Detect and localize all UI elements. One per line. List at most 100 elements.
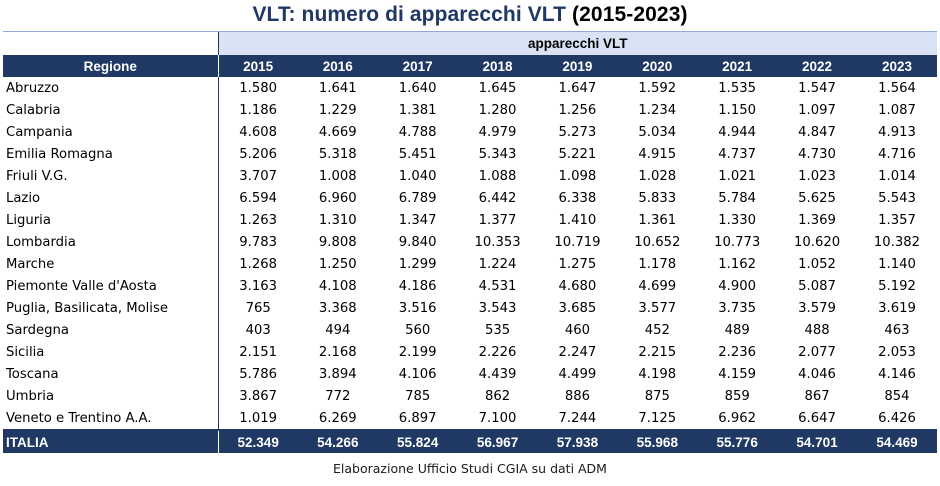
value-cell: 1.234 <box>638 102 677 118</box>
table-row: Calabria 1.186 1.229 1.381 1.280 1.256 1.234 1.… <box>3 99 937 121</box>
total-value-cell: 54.701 <box>777 430 857 453</box>
table-row: Lazio 6.594 6.960 6.789 6.442 6.338 5.833 5.784… <box>3 187 937 209</box>
value-cell: 4.669 <box>318 124 357 140</box>
value-cell: 1.369 <box>798 212 836 228</box>
value-cell: 2.151 <box>239 344 278 360</box>
value-cell: 10.652 <box>634 234 681 250</box>
value-cell: 5.543 <box>878 190 916 206</box>
table-row: Sicilia 2.151 2.168 2.199 2.226 2.247 2.215 2.2… <box>3 341 937 363</box>
value-cell: 1.150 <box>718 102 757 118</box>
value-cell: 4.699 <box>638 278 677 294</box>
value-cell: 1.021 <box>718 168 757 184</box>
value-cell: 488 <box>804 322 830 338</box>
value-cell: 5.786 <box>239 366 278 382</box>
total-value-cell: 56.967 <box>457 430 538 453</box>
value-cell: 859 <box>724 388 750 404</box>
value-cell: 1.186 <box>239 102 278 118</box>
value-cell: 5.784 <box>718 190 757 206</box>
value-cell: 1.347 <box>398 212 437 228</box>
value-cell: 1.229 <box>318 102 357 118</box>
value-cell: 9.808 <box>318 234 357 250</box>
value-cell: 4.680 <box>558 278 597 294</box>
value-cell: 4.847 <box>798 124 836 140</box>
value-cell: 1.410 <box>558 212 597 228</box>
title-years: (2015-2023) <box>572 3 688 26</box>
value-cell: 4.146 <box>878 366 916 382</box>
value-cell: 6.962 <box>718 410 757 426</box>
value-cell: 10.382 <box>873 234 921 250</box>
value-cell: 9.840 <box>398 234 437 250</box>
value-cell: 1.268 <box>239 256 278 272</box>
table-row: Friuli V.G. 3.707 1.008 1.040 1.088 1.098 1.02… <box>3 165 937 187</box>
value-cell: 3.867 <box>239 388 278 404</box>
value-cell: 6.647 <box>798 410 836 426</box>
value-cell: 1.641 <box>318 80 357 96</box>
value-cell: 1.381 <box>398 102 437 118</box>
region-cell: Emilia Romagna <box>3 143 219 165</box>
value-cell: 3.619 <box>878 300 916 316</box>
table-row: Veneto e Trentino A.A. 1.019 6.269 6.897 7.1… <box>3 407 937 430</box>
value-cell: 1.535 <box>718 80 757 96</box>
total-value-cell: 55.968 <box>617 430 698 453</box>
value-cell: 1.330 <box>718 212 757 228</box>
year-header: 2023 <box>857 55 937 77</box>
table-row: Puglia, Basilicata, Molise 765 3.368 3.516 3… <box>3 297 937 319</box>
value-cell: 4.730 <box>798 146 836 162</box>
region-cell: Marche <box>3 253 219 275</box>
value-cell: 1.280 <box>478 102 517 118</box>
value-cell: 862 <box>484 388 511 404</box>
year-header: 2018 <box>457 55 538 77</box>
value-cell: 4.716 <box>878 146 916 162</box>
value-cell: 765 <box>245 300 271 316</box>
total-value-cell: 57.938 <box>537 430 618 453</box>
value-cell: 772 <box>325 388 351 404</box>
total-value-cell: 54.469 <box>857 430 937 453</box>
table-row: Piemonte Valle d'Aosta 3.163 4.108 4.186 4.5… <box>3 275 937 297</box>
value-cell: 867 <box>804 388 830 404</box>
region-cell: Puglia, Basilicata, Molise <box>3 297 219 319</box>
page-title: VLT: numero di apparecchi VLT (2015-2023… <box>0 3 940 27</box>
value-cell: 1.023 <box>798 168 836 184</box>
value-cell: 1.299 <box>398 256 437 272</box>
value-cell: 1.256 <box>558 102 597 118</box>
value-cell: 6.442 <box>478 190 517 206</box>
region-cell: Liguria <box>3 209 219 231</box>
value-cell: 4.913 <box>878 124 916 140</box>
value-cell: 5.318 <box>318 146 357 162</box>
table-row: Campania 4.608 4.669 4.788 4.979 5.273 5.034 4.… <box>3 121 937 143</box>
value-cell: 3.163 <box>239 278 278 294</box>
value-cell: 4.159 <box>718 366 757 382</box>
value-cell: 4.788 <box>398 124 437 140</box>
value-cell: 2.199 <box>398 344 437 360</box>
table-row: Sardegna 403 494 560 535 460 452 489 488 463 <box>3 319 937 341</box>
value-cell: 1.040 <box>398 168 437 184</box>
value-cell: 5.833 <box>638 190 677 206</box>
value-cell: 1.361 <box>638 212 677 228</box>
value-cell: 6.338 <box>558 190 597 206</box>
value-cell: 5.343 <box>478 146 517 162</box>
value-cell: 1.028 <box>638 168 677 184</box>
value-cell: 2.215 <box>638 344 677 360</box>
total-value-cell: 55.824 <box>377 430 458 453</box>
value-cell: 5.192 <box>878 278 916 294</box>
value-cell: 6.897 <box>398 410 437 426</box>
value-cell: 1.097 <box>798 102 836 118</box>
value-cell: 1.098 <box>558 168 597 184</box>
value-cell: 2.053 <box>878 344 916 360</box>
value-cell: 4.186 <box>398 278 437 294</box>
region-cell: Friuli V.G. <box>3 165 219 187</box>
table-row: Umbria 3.867 772 785 862 886 875 859 867 854 <box>3 385 937 407</box>
value-cell: 6.269 <box>318 410 357 426</box>
value-cell: 3.516 <box>398 300 437 316</box>
value-cell: 4.608 <box>239 124 278 140</box>
title-main: VLT: numero di apparecchi VLT <box>252 3 567 26</box>
value-cell: 4.979 <box>478 124 517 140</box>
value-cell: 1.564 <box>878 80 916 96</box>
value-cell: 2.247 <box>558 344 597 360</box>
value-cell: 4.439 <box>478 366 517 382</box>
table-row: Emilia Romagna 5.206 5.318 5.451 5.343 5.221 4… <box>3 143 937 165</box>
value-cell: 4.046 <box>798 366 836 382</box>
value-cell: 1.377 <box>478 212 517 228</box>
value-cell: 1.310 <box>318 212 357 228</box>
value-cell: 560 <box>405 322 431 338</box>
